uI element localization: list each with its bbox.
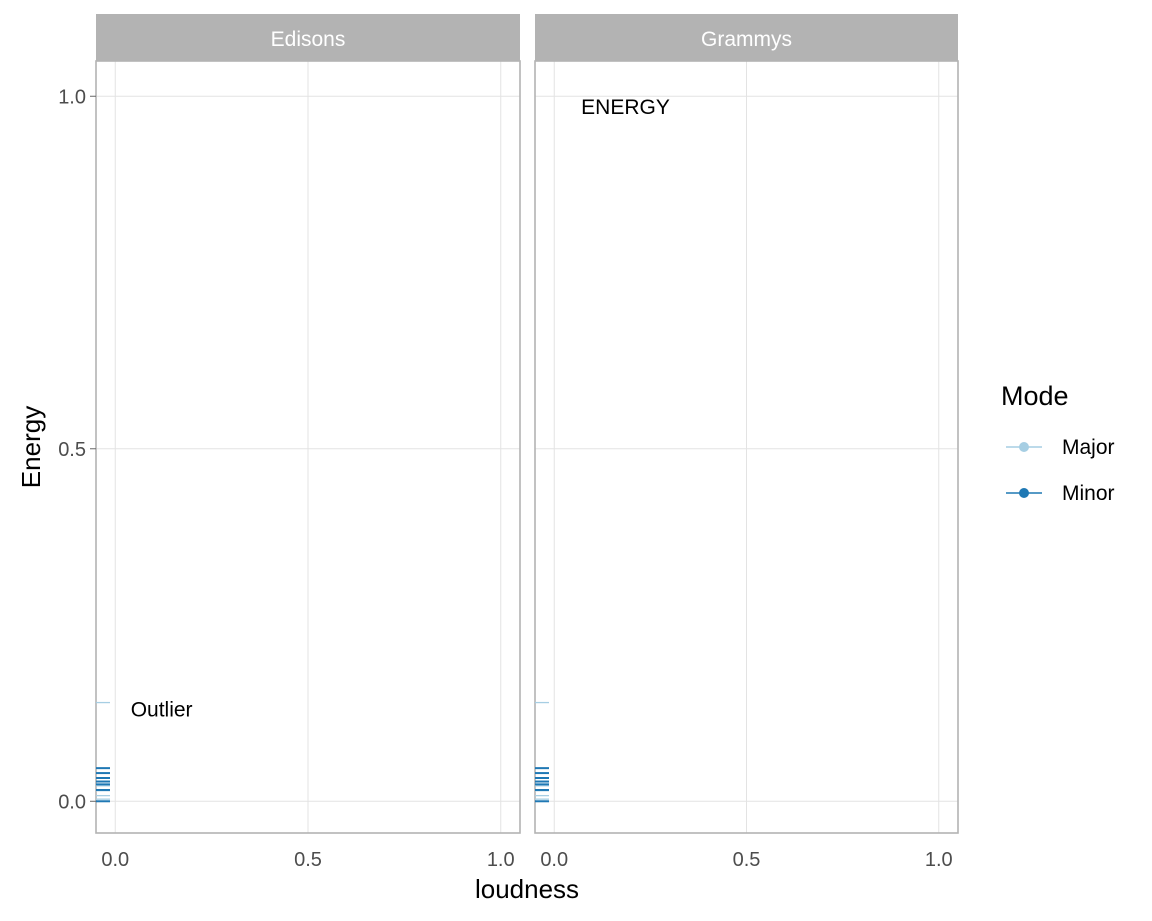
y-tick-label: 0.5 [58,439,86,461]
panels: Edisons Outlier Grammys ENERGY [95,14,959,834]
legend-items: Major Minor [1006,436,1115,505]
facet-strip-label: Grammys [701,28,792,51]
panel-border [95,60,521,834]
y-axis-title: Energy [16,406,46,488]
x-tick-label: 1.0 [487,849,515,871]
x-tick-label: 1.0 [925,849,953,871]
legend: Mode Major Minor [1001,381,1115,505]
facet-strip [535,14,958,61]
annotation-text: ENERGY [581,96,670,119]
facet-strip [96,14,520,61]
x-tick-label: 0.5 [733,849,761,871]
x-tick-label: 0.0 [540,849,568,871]
x-tick-label: 0.0 [101,849,129,871]
panel-border [534,60,959,834]
annotation-text: Outlier [131,699,193,722]
facet-strip-label: Edisons [271,28,346,51]
legend-label: Minor [1062,482,1115,505]
legend-title: Mode [1001,381,1069,411]
y-tick-label: 1.0 [58,86,86,108]
x-tick-label: 0.5 [294,849,322,871]
legend-item-minor: Minor [1006,482,1115,505]
legend-item-major: Major [1006,436,1115,459]
legend-label: Major [1062,436,1115,459]
legend-key-point [1019,442,1029,452]
y-tick-label: 0.0 [58,791,86,813]
series-minor [96,767,110,803]
legend-key-point [1019,488,1029,498]
panel-edisons: Edisons Outlier [95,14,521,834]
series-minor [535,767,549,803]
y-axis-tick-labels: 0.0 0.5 1.0 [58,86,96,813]
panel-grammys: Grammys ENERGY [534,14,959,834]
x-axis-tick-labels: 0.0 0.5 1.0 0.0 0.5 1.0 [101,849,952,871]
x-axis-title: loudness [475,874,579,904]
